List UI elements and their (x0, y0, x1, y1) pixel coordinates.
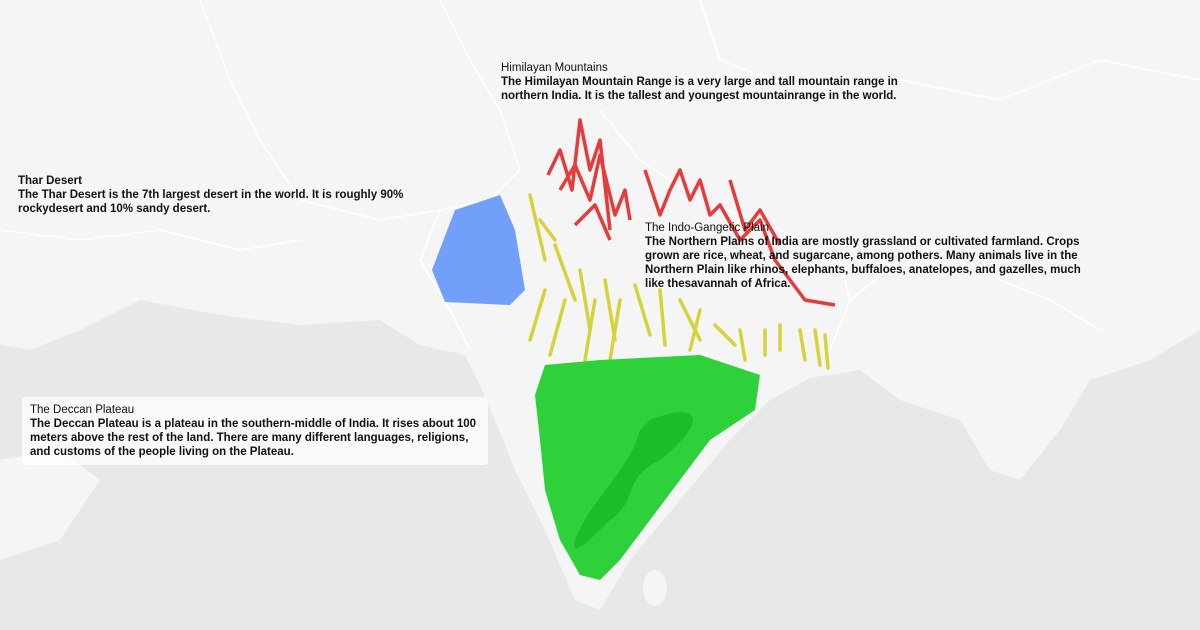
annotation-text: The Deccan Plateau is a plateau in the s… (30, 418, 477, 458)
land (0, 0, 1200, 610)
borders (0, 0, 1200, 351)
annotation-title: The Deccan Plateau (30, 404, 135, 416)
annotation-text: The Northern Plains of India are mostly … (645, 236, 1081, 290)
plateau-detail (574, 412, 693, 549)
land (0, 450, 100, 560)
annotation: Himilayan Mountains The Himilayan Mounta… (501, 61, 921, 103)
annotation-title: Himilayan Mountains (501, 62, 608, 74)
annotation-text: The Himilayan Mountain Range is a very l… (501, 76, 898, 102)
plain-drawing (528, 193, 830, 370)
annotation-title: Thar Desert (18, 175, 82, 187)
annotation-title: The Indo-Gangetic Plain (645, 222, 770, 234)
annotation: Thar Desert The Thar Desert is the 7th l… (18, 174, 448, 216)
island (643, 570, 667, 606)
mountain-drawing (546, 118, 836, 307)
desert-drawing (432, 195, 525, 305)
annotation: The Deccan Plateau The Deccan Plateau is… (22, 397, 488, 465)
annotation-text: The Thar Desert is the 7th largest deser… (18, 189, 404, 215)
annotation: The Indo-Gangetic Plain The Northern Pla… (645, 221, 1100, 291)
